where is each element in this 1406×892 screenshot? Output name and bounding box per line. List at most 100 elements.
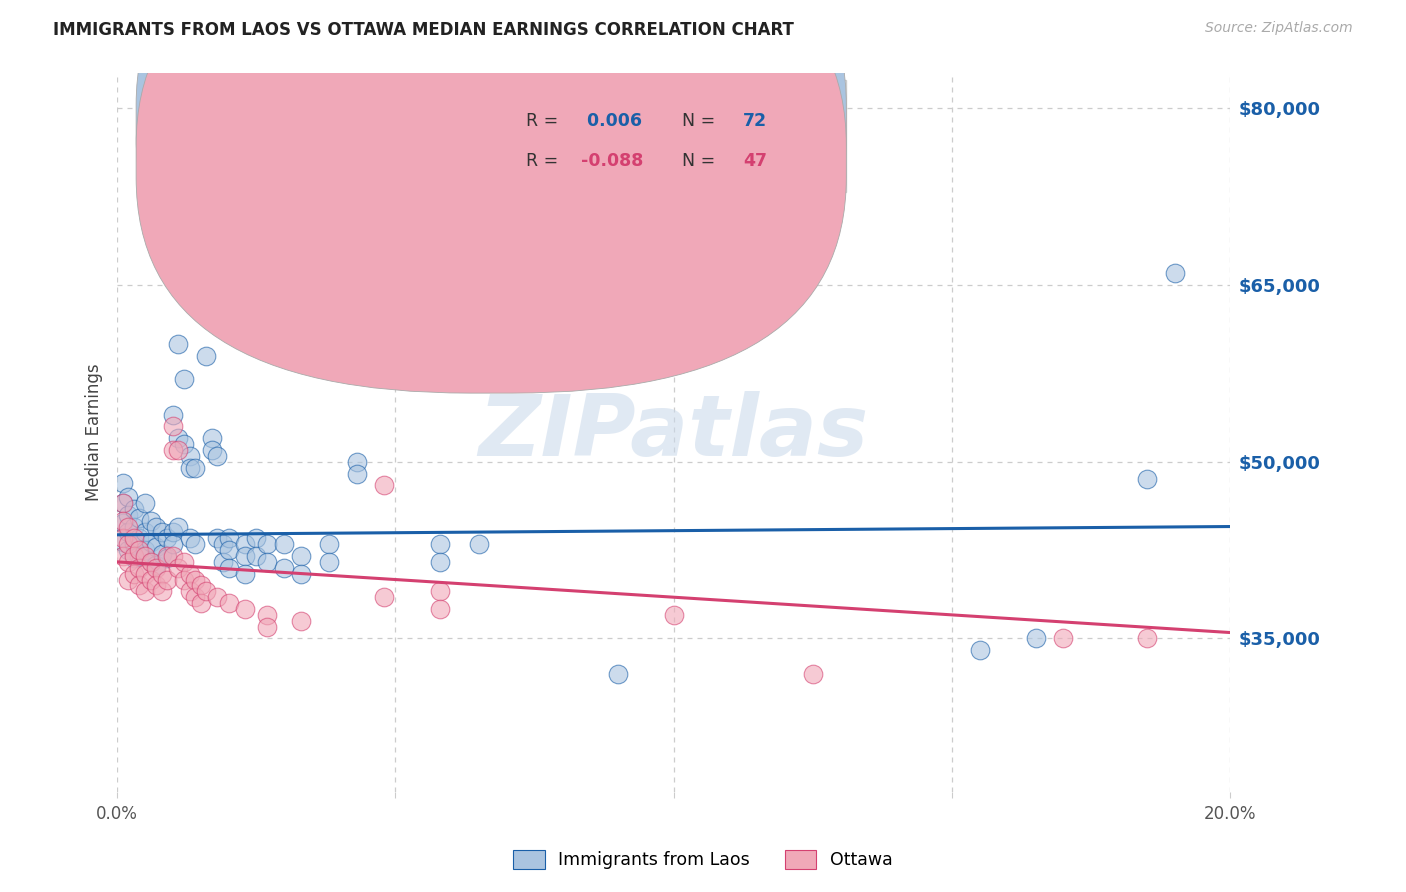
Point <box>273 561 295 575</box>
Point <box>145 519 167 533</box>
Point <box>145 540 167 554</box>
Point <box>173 555 195 569</box>
Point <box>468 537 491 551</box>
Point <box>117 537 139 551</box>
Point <box>245 549 267 563</box>
Point <box>150 566 173 581</box>
Text: R =: R = <box>526 153 564 170</box>
Point <box>117 490 139 504</box>
Point <box>111 496 134 510</box>
Point <box>122 551 145 566</box>
Point <box>233 549 256 563</box>
FancyBboxPatch shape <box>451 80 846 192</box>
Point <box>167 442 190 457</box>
Point <box>179 531 201 545</box>
Point <box>134 584 156 599</box>
Point <box>117 543 139 558</box>
Point <box>1136 472 1159 486</box>
Point <box>122 501 145 516</box>
Point <box>128 561 150 575</box>
Y-axis label: Median Earnings: Median Earnings <box>86 363 103 501</box>
Point <box>184 591 207 605</box>
Point <box>190 578 212 592</box>
Point <box>128 511 150 525</box>
Point <box>346 455 368 469</box>
Text: N =: N = <box>682 153 720 170</box>
Point <box>801 666 824 681</box>
Point <box>429 602 451 616</box>
Point <box>139 555 162 569</box>
Point <box>162 408 184 422</box>
Point <box>122 566 145 581</box>
Point <box>607 666 630 681</box>
Point <box>134 549 156 563</box>
Point <box>201 431 224 445</box>
Text: N =: N = <box>682 112 720 130</box>
Point <box>162 419 184 434</box>
Point <box>167 337 190 351</box>
Point <box>117 555 139 569</box>
Legend: Immigrants from Laos, Ottawa: Immigrants from Laos, Ottawa <box>506 843 900 876</box>
Point <box>233 537 256 551</box>
Point <box>139 534 162 549</box>
Text: 72: 72 <box>742 112 766 130</box>
Point <box>111 475 134 490</box>
Point <box>145 561 167 575</box>
Point <box>218 596 240 610</box>
Point <box>429 537 451 551</box>
Point <box>373 591 395 605</box>
Point <box>117 508 139 522</box>
Text: ZIPatlas: ZIPatlas <box>478 391 869 474</box>
Point <box>179 584 201 599</box>
FancyBboxPatch shape <box>136 0 846 353</box>
Point <box>167 561 190 575</box>
Point <box>139 555 162 569</box>
Point <box>145 558 167 573</box>
Point <box>256 555 278 569</box>
Point <box>173 437 195 451</box>
Point <box>429 584 451 599</box>
Point <box>969 643 991 657</box>
Point <box>111 531 134 545</box>
Point <box>218 531 240 545</box>
Point <box>195 584 218 599</box>
Point <box>134 525 156 540</box>
Point <box>150 525 173 540</box>
Point <box>273 537 295 551</box>
Point <box>139 573 162 587</box>
Point <box>150 547 173 561</box>
Point <box>212 555 235 569</box>
Point <box>1052 632 1074 646</box>
Point <box>156 573 179 587</box>
Point <box>190 596 212 610</box>
Point <box>167 431 190 445</box>
Point <box>256 537 278 551</box>
Point <box>111 534 134 549</box>
Point <box>346 467 368 481</box>
Point <box>122 531 145 545</box>
Point <box>173 372 195 386</box>
Point <box>167 519 190 533</box>
Point <box>207 531 229 545</box>
Point <box>233 602 256 616</box>
Point <box>122 519 145 533</box>
Point <box>195 349 218 363</box>
Point <box>201 442 224 457</box>
Point <box>150 584 173 599</box>
Point <box>318 555 340 569</box>
Point <box>156 549 179 563</box>
Point <box>245 531 267 545</box>
Point <box>128 578 150 592</box>
Point <box>318 537 340 551</box>
Point <box>134 543 156 558</box>
Point <box>122 549 145 563</box>
Point <box>256 620 278 634</box>
Text: 0.006: 0.006 <box>582 112 643 130</box>
Point <box>128 549 150 563</box>
Point <box>1025 632 1047 646</box>
Point <box>162 537 184 551</box>
Point <box>173 573 195 587</box>
Point <box>122 537 145 551</box>
Point <box>1163 266 1185 280</box>
Point <box>207 591 229 605</box>
